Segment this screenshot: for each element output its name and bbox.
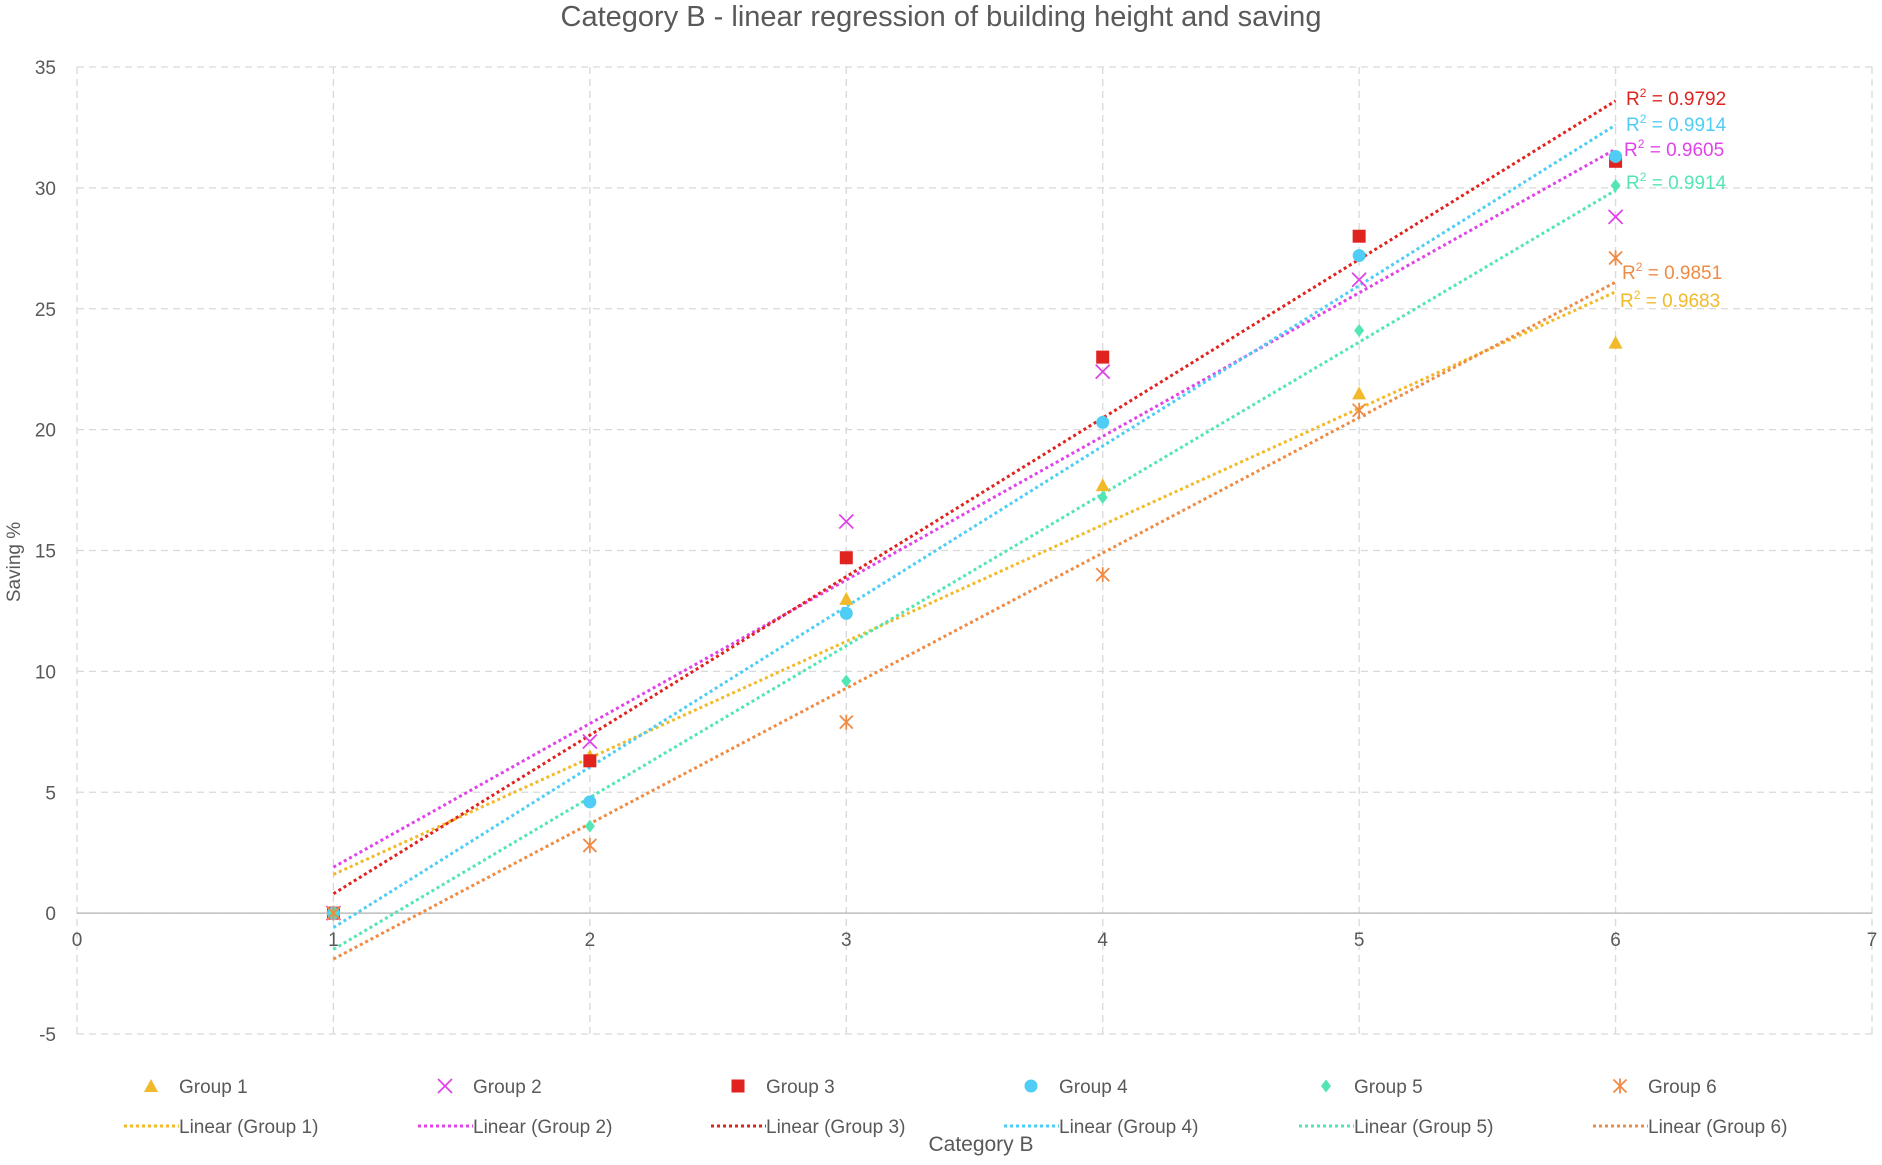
data-point-group-1 (1608, 335, 1623, 349)
data-point-group-5 (1354, 324, 1365, 338)
x-tick-label: 1 (328, 930, 339, 951)
legend-label-group-3: Group 3 (766, 1077, 835, 1098)
trendline-group-5 (332, 189, 1617, 951)
r-squared-label-group-6: R2 = 0.9851 (1622, 260, 1722, 284)
legend-marker-group-4 (1024, 1079, 1038, 1093)
data-point-group-4 (839, 606, 853, 620)
legend-trend-label-group-5: Linear (Group 5) (1354, 1117, 1493, 1138)
data-point-group-5 (584, 819, 595, 833)
data-point-group-6 (582, 837, 597, 853)
chart-title: Category B - linear regression of buildi… (561, 1, 1322, 33)
data-point-group-5 (1610, 178, 1621, 192)
y-tick-label: 20 (35, 421, 56, 442)
data-point-group-4 (1609, 149, 1623, 163)
trendlines (332, 99, 1617, 961)
legend-trend-label-group-4: Linear (Group 4) (1059, 1117, 1198, 1138)
marker-stroke (1095, 363, 1111, 380)
data-point-group-4 (1352, 249, 1366, 263)
data-markers (325, 149, 1624, 921)
data-point-group-6 (1095, 567, 1110, 583)
y-axis-label: Saving % (4, 522, 25, 602)
legend-marker-group-6 (1612, 1078, 1628, 1094)
y-tick-label: 5 (45, 783, 56, 804)
marker-stroke (437, 1078, 453, 1094)
legend-marker-group-2 (437, 1078, 453, 1094)
x-tick-label: 4 (1097, 930, 1108, 951)
x-tick-label: 7 (1867, 930, 1878, 951)
legend-marker-group-3 (731, 1079, 745, 1093)
data-point-group-1 (1352, 386, 1367, 400)
x-tick-label: 0 (72, 930, 83, 951)
data-point-group-3 (583, 754, 597, 768)
data-point-group-1 (839, 591, 854, 605)
legend-label-group-6: Group 6 (1648, 1077, 1717, 1098)
data-point-group-2 (838, 513, 854, 530)
trendline-group-1 (332, 290, 1617, 876)
data-point-group-6 (1352, 402, 1367, 418)
r-squared-label-group-3: R2 = 0.9792 (1626, 86, 1726, 110)
data-point-group-2 (1607, 209, 1624, 225)
y-tick-label: 10 (35, 662, 56, 683)
legend-marker-group-5 (1321, 1079, 1331, 1093)
x-axis-label: Category B (928, 1133, 1033, 1156)
marker-stroke (1607, 209, 1624, 225)
data-point-group-3 (1096, 350, 1110, 364)
legend-marker-group-1 (144, 1079, 158, 1092)
legend-label-group-2: Group 2 (473, 1077, 542, 1098)
data-point-group-6 (839, 714, 854, 730)
trendline-group-6 (332, 280, 1617, 961)
y-tick-label: 30 (35, 179, 56, 200)
legend-trend-label-group-1: Linear (Group 1) (179, 1117, 318, 1138)
legend-trend-label-group-2: Linear (Group 2) (473, 1117, 612, 1138)
data-point-group-6 (326, 905, 341, 921)
data-point-group-5 (841, 674, 852, 688)
y-tick-label: -5 (39, 1025, 56, 1046)
y-tick-label: 25 (35, 300, 56, 321)
marker-stroke (1351, 272, 1367, 288)
data-point-group-2 (1351, 272, 1367, 288)
data-point-group-4 (1096, 415, 1110, 429)
data-point-group-1 (1095, 478, 1110, 492)
legend-trend-label-group-3: Linear (Group 3) (766, 1117, 905, 1138)
data-point-group-3 (1352, 229, 1366, 243)
trendline-group-4 (332, 123, 1617, 929)
data-point-group-3 (839, 551, 853, 565)
y-tick-label: 0 (45, 904, 56, 925)
data-point-group-4 (583, 795, 597, 809)
data-point-group-2 (1095, 363, 1111, 380)
legend-label-group-1: Group 1 (179, 1077, 248, 1098)
r-squared-label-group-4: R2 = 0.9914 (1626, 112, 1727, 136)
legend-label-group-5: Group 5 (1354, 1077, 1423, 1098)
x-tick-label: 3 (841, 930, 852, 951)
marker-stroke (838, 513, 854, 530)
grid (76, 66, 1873, 1035)
legend-trend-label-group-6: Linear (Group 6) (1648, 1117, 1787, 1138)
y-tick-label: 35 (35, 58, 56, 79)
axes: -5 0 5 10 15 20 25 30 35 0 1 2 3 4 5 6 7 (35, 58, 1877, 1046)
data-point-group-2 (582, 733, 598, 750)
r-squared-label-group-2: R2 = 0.9605 (1624, 137, 1724, 161)
r-squared-label-group-1: R2 = 0.9683 (1620, 288, 1720, 312)
x-tick-label: 2 (585, 930, 596, 951)
trendline-group-3 (332, 99, 1617, 896)
trendline-group-2 (332, 147, 1617, 869)
y-tick-label: 15 (35, 542, 56, 563)
legend-label-group-4: Group 4 (1059, 1077, 1128, 1098)
r-squared-label-group-5: R2 = 0.9914 (1626, 170, 1727, 194)
marker-stroke (582, 733, 598, 750)
legend: Group 1 Linear (Group 1) Group 2 Linear (Gr… (124, 1077, 1787, 1138)
data-point-group-6 (1608, 250, 1623, 266)
data-point-group-5 (1097, 490, 1108, 504)
x-tick-label: 5 (1354, 930, 1365, 951)
x-tick-label: 6 (1610, 930, 1621, 951)
